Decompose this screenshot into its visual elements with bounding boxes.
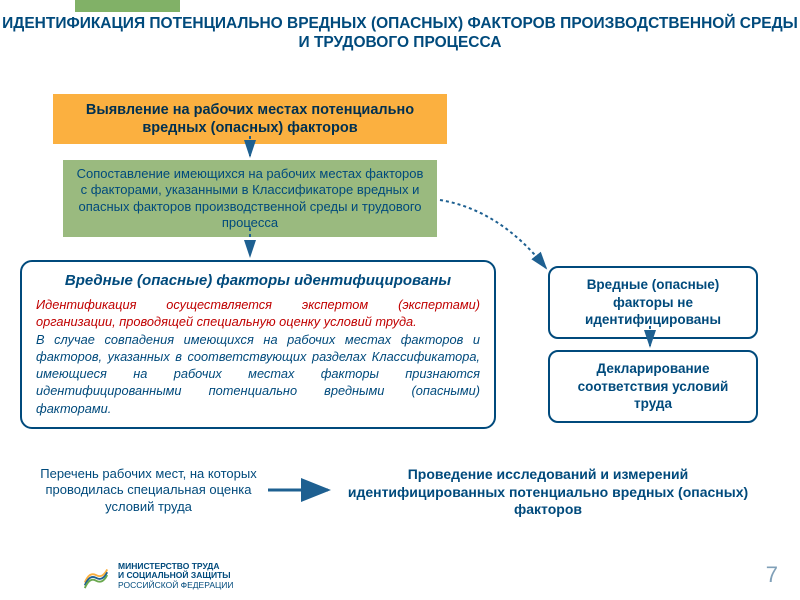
- ministry-logo-text: МИНИСТЕРСТВО ТРУДА И СОЦИАЛЬНОЙ ЗАЩИТЫ Р…: [118, 562, 234, 590]
- node-detection: Выявление на рабочих местах потенциально…: [53, 94, 447, 144]
- header-accent-bar: [75, 0, 180, 12]
- node-identified: Вредные (опасные) факторы идентифицирова…: [20, 260, 496, 429]
- node-compare: Сопоставление имеющихся на рабочих места…: [63, 160, 437, 237]
- node-not-identified: Вредные (опасные) факторы не идентифицир…: [548, 266, 758, 339]
- identified-heading: Вредные (опасные) факторы идентифицирова…: [36, 272, 480, 290]
- identified-body: Идентификация осуществляется экспертом (…: [36, 296, 480, 417]
- identified-blue-text: В случае совпадения имеющихся на рабочих…: [36, 332, 480, 416]
- page-number: 7: [766, 562, 778, 588]
- ministry-logo-icon: [82, 562, 110, 590]
- node-declaration: Декларирование соответствия условий труд…: [548, 350, 758, 423]
- node-list: Перечень рабочих мест, на которых провод…: [36, 466, 261, 515]
- node-research: Проведение исследований и измерений иден…: [338, 466, 758, 519]
- page-title: ИДЕНТИФИКАЦИЯ ПОТЕНЦИАЛЬНО ВРЕДНЫХ (ОПАС…: [0, 14, 800, 53]
- ministry-logo: МИНИСТЕРСТВО ТРУДА И СОЦИАЛЬНОЙ ЗАЩИТЫ Р…: [82, 562, 234, 590]
- identified-red-text: Идентификация осуществляется экспертом (…: [36, 297, 480, 329]
